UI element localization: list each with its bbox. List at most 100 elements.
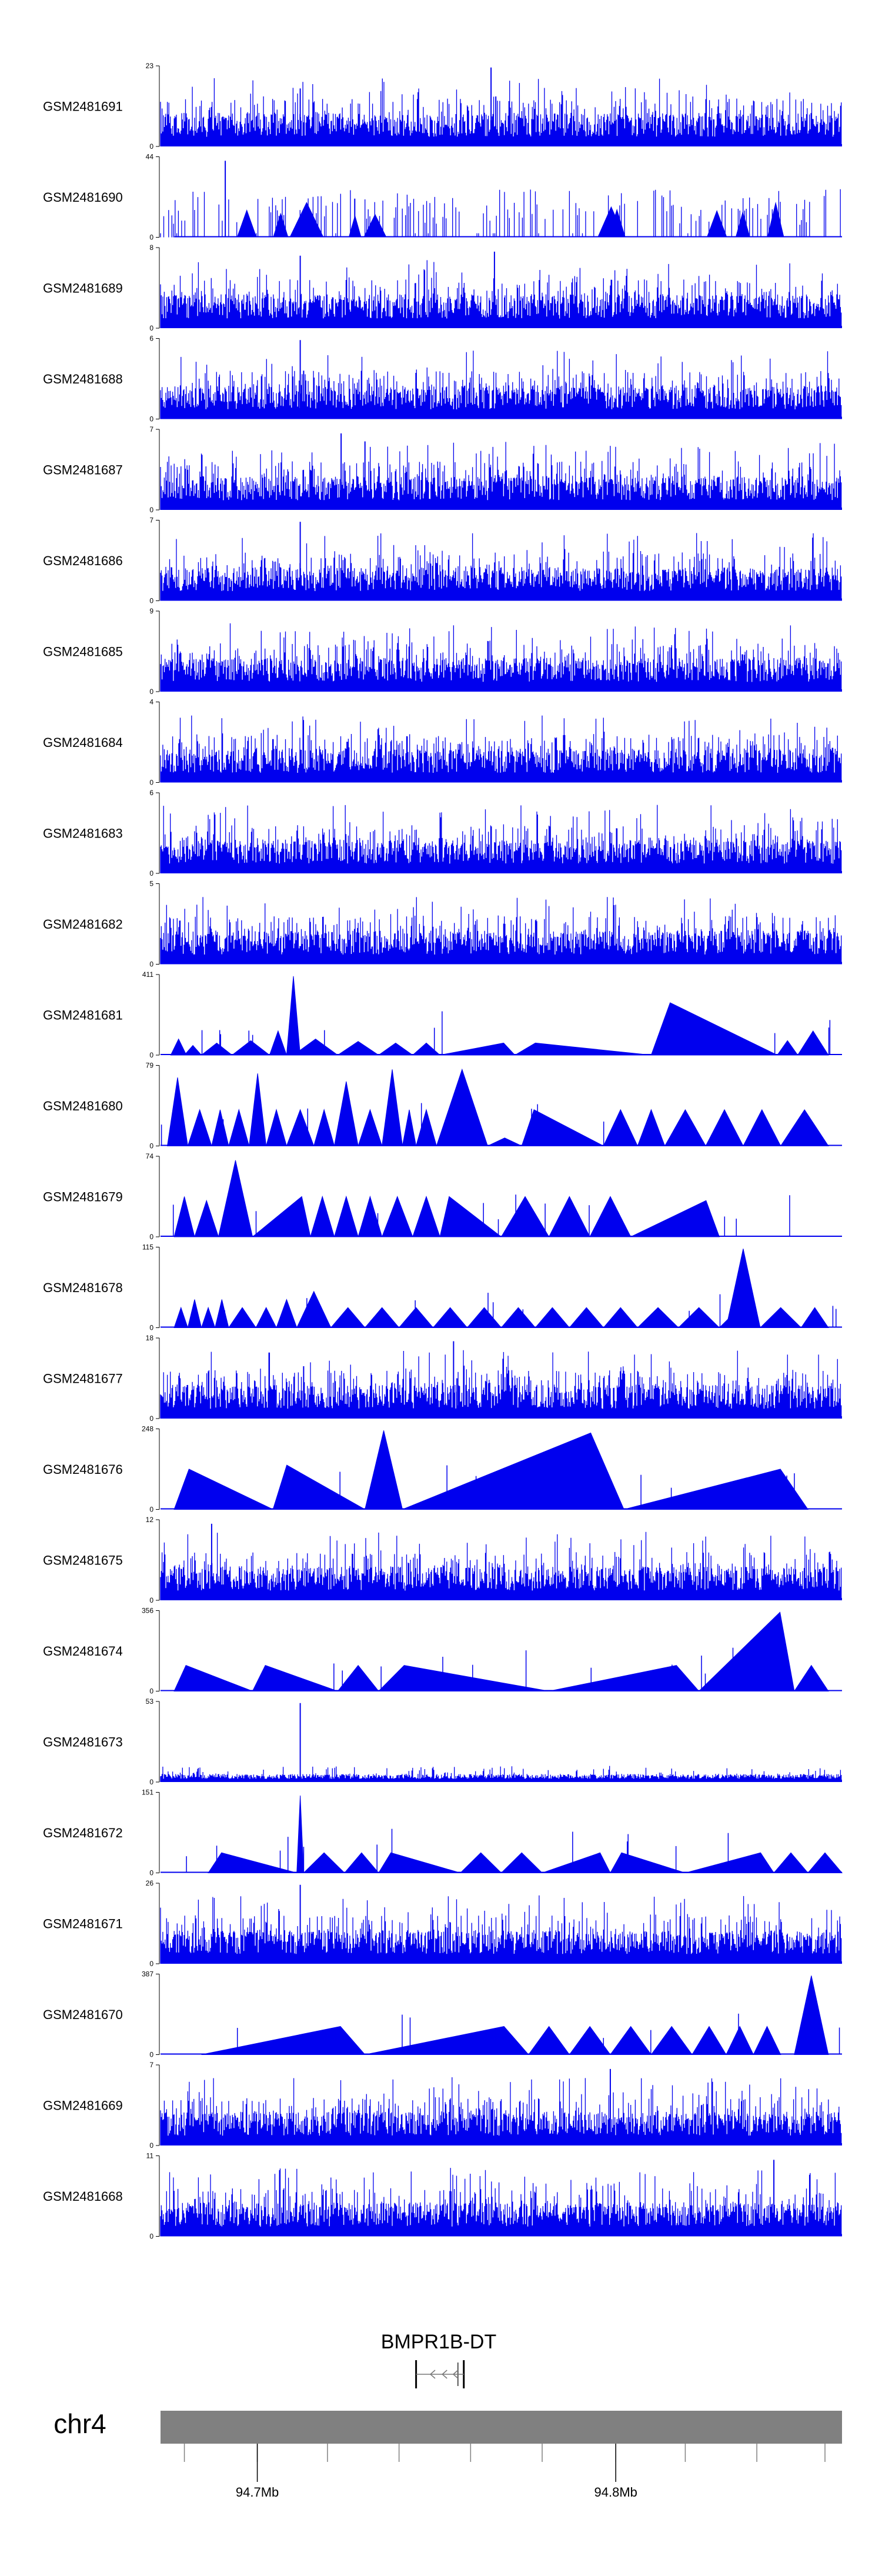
- coverage-triangle: [432, 1307, 468, 1328]
- coverage-triangle: [303, 1852, 346, 1873]
- track-gsm2481689: GSM2481689 8 0: [43, 243, 842, 332]
- y-min-label: 0: [149, 1414, 153, 1423]
- y-max-label: 411: [142, 970, 153, 979]
- y-max-label: 6: [149, 335, 153, 343]
- coverage-triangle: [603, 1109, 639, 1146]
- coverage-triangle: [173, 1196, 195, 1237]
- gene-label: BMPR1B-DT: [381, 2331, 496, 2353]
- y-min-label: 0: [149, 597, 153, 605]
- y-min-label: 0: [149, 506, 153, 514]
- coverage-triangle: [569, 1307, 604, 1328]
- coverage-triangle: [286, 976, 301, 1056]
- coverage-triangle: [609, 2026, 652, 2055]
- track-gsm2481685: GSM2481685 9 0: [43, 607, 842, 696]
- coverage-triangle: [569, 2026, 611, 2055]
- coverage-triangle: [255, 1307, 277, 1328]
- y-max-label: 4: [149, 698, 153, 706]
- y-max-label: 79: [146, 1062, 154, 1070]
- coverage-triangle: [201, 2026, 366, 2055]
- coverage-triangle: [208, 1852, 297, 1873]
- gene-strand-arrow: [442, 2370, 447, 2379]
- coverage-triangle: [743, 1109, 781, 1146]
- y-min-label: 0: [149, 1051, 153, 1059]
- coverage-bars: [160, 897, 842, 965]
- track-name-label: GSM2481671: [43, 1917, 123, 1931]
- chromosome-axis: chr4 94.7Mb 94.8Mb: [54, 2408, 842, 2500]
- y-min-label: 0: [149, 960, 153, 969]
- y-min-label: 0: [149, 1596, 153, 1604]
- track-gsm2481691: GSM2481691 23 0: [43, 62, 842, 151]
- baseline: [161, 1871, 842, 1873]
- baseline: [161, 144, 842, 146]
- track-gsm2481690: GSM2481690 44 0: [43, 153, 843, 242]
- coverage-triangle: [228, 1109, 250, 1146]
- coverage-triangle: [439, 1196, 502, 1237]
- coverage-triangle: [603, 1307, 639, 1328]
- coverage-triangle: [286, 1109, 315, 1146]
- baseline: [161, 1780, 842, 1782]
- track-name-label: GSM2481687: [43, 463, 123, 478]
- y-max-label: 74: [146, 1152, 154, 1160]
- track-name-label: GSM2481679: [43, 1190, 123, 1204]
- baseline: [161, 1326, 842, 1328]
- y-max-label: 26: [146, 1879, 154, 1887]
- coverage-triangle: [608, 208, 626, 238]
- coverage-triangle: [398, 1307, 434, 1328]
- coverage-triangle: [289, 202, 324, 238]
- coverage-triangle: [194, 1199, 219, 1237]
- track-name-label: GSM2481675: [43, 1553, 123, 1568]
- coverage-triangle: [249, 1073, 267, 1146]
- coverage-triangle: [542, 1852, 611, 1873]
- coverage-triangle: [276, 1299, 298, 1328]
- coverage-triangle: [735, 211, 750, 238]
- coverage-triangle: [333, 1195, 359, 1237]
- coverage-triangle: [377, 1042, 414, 1056]
- track-gsm2481688: GSM2481688 6 0: [43, 335, 842, 423]
- y-max-label: 151: [142, 1788, 153, 1797]
- coverage-triangle: [440, 1042, 516, 1056]
- track-name-label: GSM2481689: [43, 281, 123, 296]
- coverage-triangle: [412, 1195, 440, 1237]
- baseline: [161, 508, 842, 510]
- y-max-label: 8: [149, 243, 153, 252]
- coverage-triangle: [650, 2026, 693, 2055]
- coverage-triangle: [521, 1109, 604, 1146]
- y-min-label: 0: [149, 688, 153, 696]
- coverage-bars: [160, 442, 842, 510]
- coverage-triangle: [363, 213, 387, 238]
- coverage-triangle: [381, 1196, 413, 1237]
- y-max-label: 7: [149, 425, 153, 433]
- y-min-label: 0: [149, 1869, 153, 1877]
- y-min-label: 0: [149, 779, 153, 787]
- coverage-triangle: [664, 1109, 707, 1146]
- y-min-label: 0: [149, 142, 153, 151]
- track-gsm2481686: GSM2481686 7 0: [43, 516, 842, 605]
- y-min-label: 0: [149, 1687, 153, 1696]
- y-max-label: 6: [149, 789, 153, 797]
- coverage-triangle: [415, 1109, 437, 1146]
- coverage-triangle: [637, 1307, 680, 1328]
- coverage-triangle: [807, 1852, 843, 1873]
- coverage-triangle: [377, 1852, 461, 1873]
- y-min-label: 0: [149, 1233, 153, 1241]
- track-name-label: GSM2481677: [43, 1372, 123, 1386]
- track-gsm2481680: GSM2481680 79 0: [43, 1062, 842, 1150]
- coverage-triangle: [358, 1109, 383, 1146]
- coverage-triangle: [187, 1109, 212, 1146]
- coverage-triangle: [343, 1852, 379, 1873]
- track-gsm2481687: GSM2481687 7 0: [43, 425, 842, 514]
- y-max-label: 248: [142, 1425, 153, 1433]
- coverage-bars: [160, 715, 842, 783]
- y-min-label: 0: [149, 415, 153, 423]
- baseline: [161, 598, 842, 601]
- track-name-label: GSM2481673: [43, 1735, 123, 1750]
- track-gsm2481684: GSM2481684 4 0: [43, 698, 842, 787]
- coverage-triangle: [500, 1852, 543, 1873]
- coverage-triangle: [252, 1665, 338, 1691]
- coverage-triangle: [167, 1077, 188, 1146]
- y-max-label: 7: [149, 2061, 153, 2069]
- coverage-triangle: [365, 1430, 403, 1510]
- coverage-triangle: [382, 1069, 403, 1146]
- coverage-triangle: [218, 1160, 253, 1237]
